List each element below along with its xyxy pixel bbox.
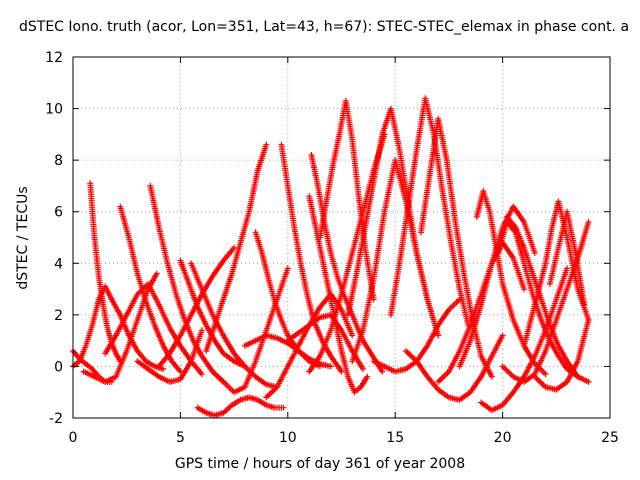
y-tick-label: -2 (49, 411, 63, 427)
data-arc (418, 115, 495, 380)
x-tick-label: 15 (386, 430, 404, 446)
data-markers (546, 208, 588, 308)
y-tick-label: 6 (54, 205, 63, 221)
data-markers (194, 394, 287, 419)
data-arc (308, 152, 386, 375)
data-arc (134, 327, 205, 385)
data-arc (117, 203, 184, 375)
x-tick-label: 0 (69, 430, 78, 446)
data-markers (252, 229, 323, 370)
y-tick-label: 2 (54, 308, 63, 324)
data-arc (87, 180, 124, 365)
data-markers (308, 152, 386, 375)
data-markers (370, 296, 463, 375)
data-arc (387, 95, 472, 329)
y-axis-label: dSTEC / TECUs (15, 186, 31, 290)
y-tick-label: 10 (45, 102, 63, 118)
data-markers (134, 327, 205, 385)
data-arc (155, 244, 238, 370)
data-arc (546, 208, 588, 308)
y-tick-label: 0 (54, 359, 63, 375)
data-arc (317, 97, 377, 303)
plot-frame (72, 56, 611, 419)
data-markers (531, 317, 592, 393)
data-markers (387, 95, 472, 329)
data-arc (531, 317, 592, 393)
x-tick-label: 25 (601, 430, 619, 446)
data-markers (203, 141, 270, 354)
data-markers (241, 332, 334, 370)
axis-ticks: 0 5 10 15 20 25 -2 0 2 4 6 8 10 12 (45, 50, 619, 446)
data-points (70, 95, 592, 419)
data-markers (278, 141, 345, 375)
data-markers (317, 97, 377, 303)
y-tick-label: 12 (45, 50, 63, 66)
data-arc (194, 394, 287, 419)
data-markers (473, 188, 549, 378)
x-axis-label: GPS time / hours of day 361 of year 2008 (174, 456, 466, 472)
data-arc (278, 141, 345, 375)
data-arc (370, 296, 463, 375)
data-markers (87, 180, 124, 365)
x-tick-label: 10 (279, 430, 297, 446)
data-markers (117, 203, 184, 375)
data-arc (203, 141, 270, 354)
data-arc (252, 229, 323, 370)
x-tick-label: 5 (176, 430, 185, 446)
data-markers (349, 157, 442, 365)
data-arc (402, 332, 506, 403)
data-arc (241, 332, 334, 370)
y-tick-label: 8 (54, 153, 63, 169)
data-markers (418, 115, 495, 380)
chart-title: dSTEC Iono. truth (acor, Lon=351, Lat=43… (19, 19, 630, 35)
data-markers (155, 244, 238, 370)
y-tick-label: 4 (54, 256, 63, 272)
x-tick-label: 20 (494, 430, 512, 446)
data-arc (473, 188, 549, 378)
data-arc (349, 157, 442, 365)
data-markers (402, 332, 506, 403)
